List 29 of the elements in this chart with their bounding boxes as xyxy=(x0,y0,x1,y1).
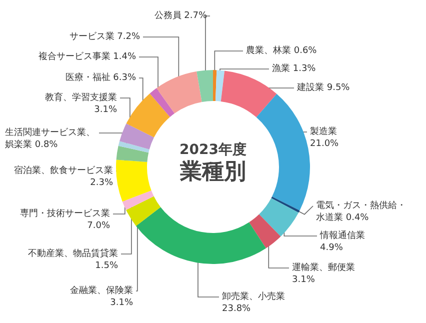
slice-label: 情報通信業 xyxy=(319,230,365,241)
data-label: 2.3% xyxy=(90,178,114,188)
text: 業種別 xyxy=(179,160,246,184)
slice-label: 複合サービス事業 1.4% xyxy=(38,51,136,62)
slice-label: 教育、学習支援業 xyxy=(45,92,117,103)
slice-label: 電気・ガス・熱供給・水道業 0.4% xyxy=(316,200,406,223)
slice-label: 生活関連サービス業、娯楽業 0.8% xyxy=(5,127,95,150)
slice-label: 不動産業、物品賃貸業 xyxy=(28,248,118,259)
slice-label: 金融業、保険業 xyxy=(70,285,133,296)
slice-label: 製造業 xyxy=(310,126,337,137)
slice-label: 卸売業、小売業 xyxy=(222,291,285,302)
data-label: 3.1% xyxy=(110,298,134,308)
data-label: 4.9% xyxy=(320,243,344,253)
data-label: 23.8% xyxy=(222,304,252,314)
data-label: 1.5% xyxy=(95,261,118,271)
data-label: 3.1% xyxy=(94,105,118,115)
slice-label: 建設業 9.5% xyxy=(296,82,350,93)
slice-label: サービス業 7.2% xyxy=(69,31,140,42)
slice-label: 農業、林業 0.6% xyxy=(246,45,318,56)
slice-label: 公務員 2.7% xyxy=(154,10,208,21)
slice-label: 漁業 1.3% xyxy=(272,63,316,74)
slice-label: 専門・技術サービス業 xyxy=(20,208,110,219)
slice-label: 運輸業、郵便業 xyxy=(292,262,355,273)
slice-label: 医療・福祉 6.3% xyxy=(65,72,136,83)
slice-label: 宿泊業、飲食サービス業 xyxy=(14,165,113,176)
data-label: 3.1% xyxy=(292,275,316,285)
data-label: 21.0% xyxy=(310,139,340,149)
data-label: 7.0% xyxy=(87,221,110,231)
text: 2023年度 xyxy=(180,141,246,158)
